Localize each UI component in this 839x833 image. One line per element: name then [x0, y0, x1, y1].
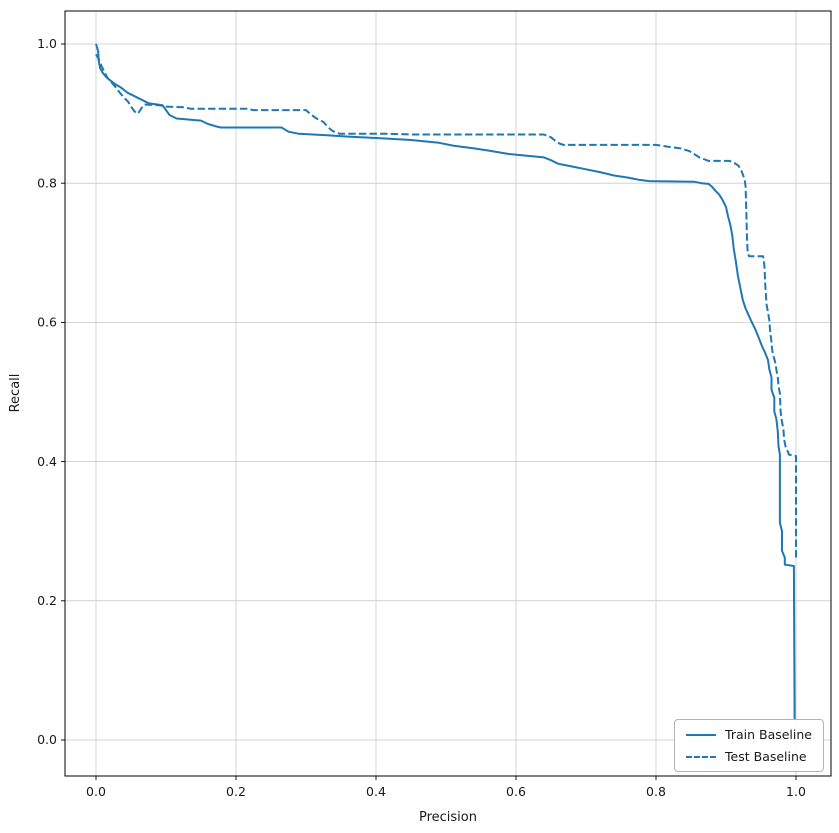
y-tick-label: 0.2	[37, 593, 57, 608]
x-axis-label: Precision	[418, 810, 477, 825]
solid-line-swatch-icon	[686, 733, 717, 736]
y-tick-label: 0.6	[37, 315, 57, 330]
plot-border	[64, 10, 832, 777]
legend-item-test: Test Baseline	[686, 749, 812, 764]
x-tick-label: 0.0	[86, 784, 106, 799]
legend-label-train: Train Baseline	[725, 727, 812, 742]
y-tick-label: 0.8	[37, 175, 57, 190]
series-line-0	[95, 43, 796, 720]
legend-label-test: Test Baseline	[725, 749, 807, 764]
x-tick-label: 0.6	[506, 784, 526, 799]
x-tick-label: 0.2	[226, 784, 246, 799]
y-tick-label: 0.0	[37, 732, 57, 747]
y-tick-label: 1.0	[37, 36, 57, 51]
x-tick-label: 0.8	[646, 784, 666, 799]
x-tick-label: 0.4	[366, 784, 386, 799]
legend-item-train: Train Baseline	[686, 727, 812, 742]
dashed-line-swatch-icon	[686, 755, 717, 758]
y-axis-label: Recall	[8, 373, 23, 413]
legend: Train Baseline Test Baseline	[674, 719, 824, 772]
x-tick-label: 1.0	[786, 784, 806, 799]
series-line-1	[95, 53, 797, 558]
y-tick-label: 0.4	[37, 454, 57, 469]
